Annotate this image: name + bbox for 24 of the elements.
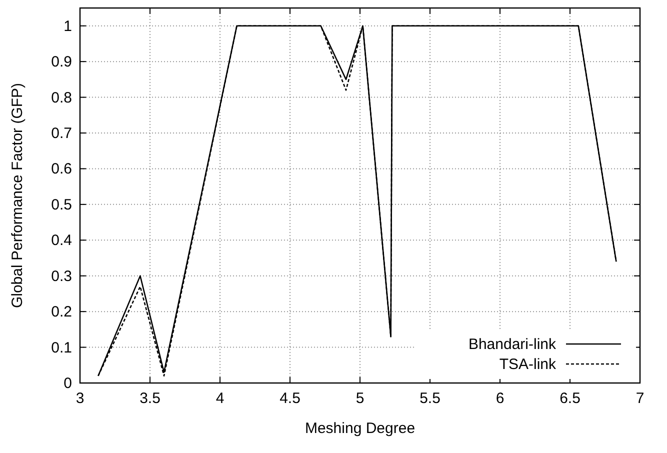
x-tick-label: 7 <box>636 390 644 407</box>
legend-label: Bhandari-link <box>468 336 556 353</box>
x-tick-label: 3.5 <box>140 390 160 407</box>
x-tick-label: 5 <box>356 390 364 407</box>
y-tick-label: 0.3 <box>51 268 72 285</box>
x-tick-label: 6.5 <box>560 390 580 407</box>
y-tick-label: 0.4 <box>51 232 72 250</box>
x-tick-label: 5.5 <box>420 390 440 407</box>
y-tick-label: 0.6 <box>51 160 72 178</box>
y-tick-label: 1 <box>64 18 72 35</box>
y-tick-label: 0.7 <box>51 125 72 142</box>
legend-label: TSA-link <box>499 356 556 373</box>
x-tick-label: 6 <box>496 390 504 407</box>
y-tick-label: 0.2 <box>51 304 72 321</box>
y-axis-title: Global Performance Factor (GFP) <box>9 82 26 308</box>
y-tick-label: 0.9 <box>51 54 72 71</box>
y-tick-label: 0.5 <box>51 196 72 214</box>
y-tick-label: 0.1 <box>51 339 72 356</box>
x-axis-title: Meshing Degree <box>304 420 416 437</box>
x-tick-label: 4.5 <box>280 390 300 407</box>
x-tick-label: 4 <box>216 390 224 407</box>
x-tick-label: 3 <box>76 390 84 407</box>
y-tick-label: 0 <box>64 375 72 392</box>
y-tick-label: 0.8 <box>51 89 72 106</box>
